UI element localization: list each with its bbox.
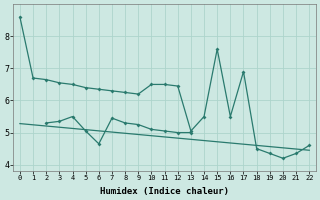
X-axis label: Humidex (Indice chaleur): Humidex (Indice chaleur) <box>100 187 229 196</box>
